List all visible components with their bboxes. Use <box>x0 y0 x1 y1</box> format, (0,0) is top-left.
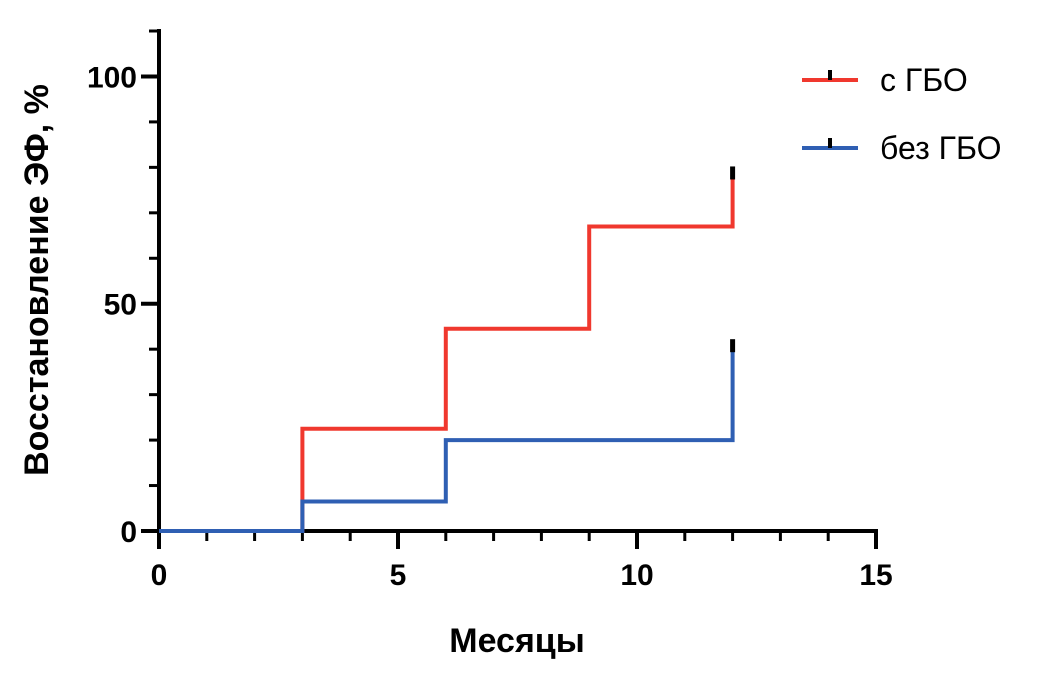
series-lines <box>159 166 736 533</box>
series-line-2 <box>159 349 735 533</box>
axes: 0 5 10 15 0 50 100 <box>87 29 893 592</box>
x-tick-label: 0 <box>151 559 168 592</box>
y-tick-label: 0 <box>120 516 137 549</box>
y-tick-label: 100 <box>87 61 137 94</box>
series-line-1 <box>159 176 735 533</box>
legend-label-1: с ГБО <box>880 62 968 98</box>
y-axis-title: Восстановление ЭФ, % <box>18 84 56 476</box>
legend-label-2: без ГБО <box>880 130 1001 166</box>
legend: с ГБО без ГБО <box>802 62 1001 166</box>
x-axis-title: Месяцы <box>449 622 584 660</box>
x-tick-label: 5 <box>390 559 407 592</box>
x-tick-label: 15 <box>859 559 892 592</box>
x-tick-label: 10 <box>620 559 653 592</box>
y-tick-label: 50 <box>104 289 137 322</box>
